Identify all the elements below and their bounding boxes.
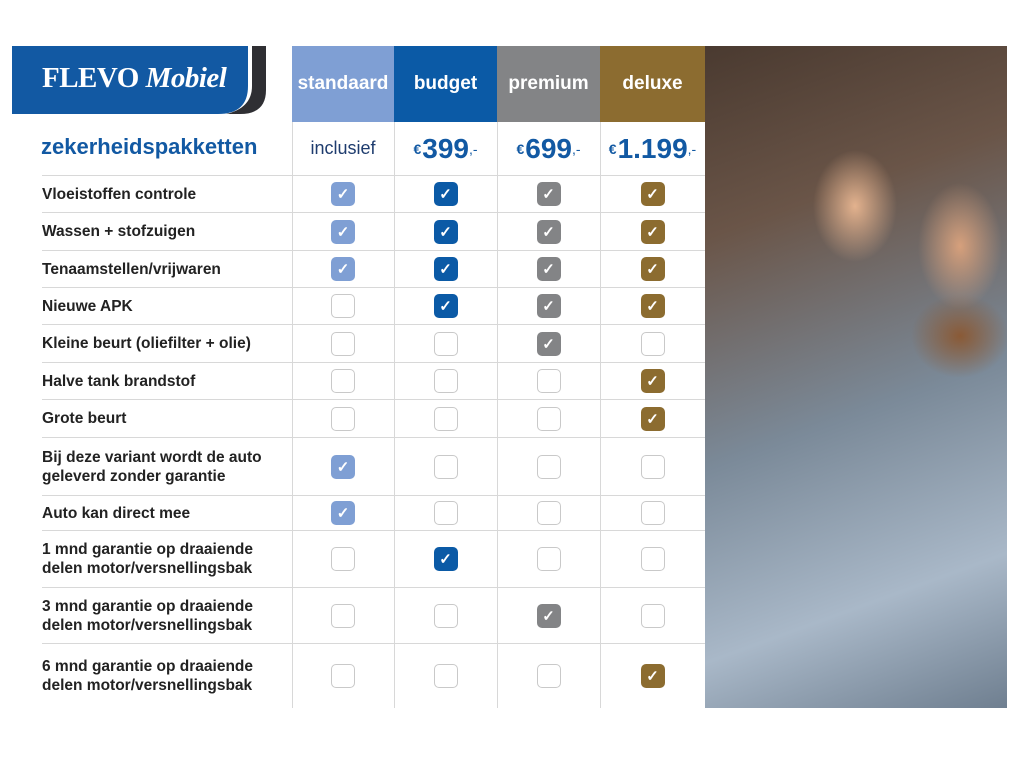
checkbox-checked-icon: ✓ bbox=[640, 369, 665, 393]
feature-label: 3 mnd garantie op draaiende delen motor/… bbox=[42, 597, 254, 634]
checkbox-checked-icon: ✓ bbox=[536, 331, 561, 356]
checkbox-empty-icon bbox=[433, 454, 458, 479]
package-header-deluxe: deluxe bbox=[600, 46, 705, 122]
feature-label: Grote beurt bbox=[42, 410, 127, 427]
page-title: zekerheidspakketten bbox=[41, 134, 258, 159]
feature-row: 6 mnd garantie op draaiende delen motor/… bbox=[42, 643, 705, 707]
price-standaard: inclusief bbox=[310, 138, 376, 158]
checkbox-empty-icon bbox=[536, 454, 561, 479]
feature-row: Nieuwe APK ✓ ✓ ✓ bbox=[42, 287, 705, 324]
checkbox-checked-icon: ✓ bbox=[536, 603, 561, 628]
package-header-standaard: standaard bbox=[292, 46, 394, 122]
feature-row: Grote beurt ✓ bbox=[42, 399, 705, 437]
checkbox-empty-icon bbox=[640, 454, 665, 479]
checkbox-checked-icon: ✓ bbox=[536, 182, 561, 206]
checkbox-checked-icon: ✓ bbox=[640, 663, 665, 688]
price-deluxe: €1.199 ,- bbox=[608, 132, 697, 164]
checkbox-empty-icon bbox=[433, 331, 458, 356]
checkbox-empty-icon bbox=[640, 603, 665, 628]
checkbox-checked-icon: ✓ bbox=[536, 294, 561, 318]
checkbox-empty-icon bbox=[433, 501, 458, 525]
package-header-premium: premium bbox=[497, 46, 600, 122]
checkbox-checked-icon: ✓ bbox=[331, 454, 355, 479]
flevo-mobiel-logo: FLEVO Mobiel bbox=[12, 46, 268, 114]
checkbox-checked-icon: ✓ bbox=[331, 501, 355, 525]
feature-row: 3 mnd garantie op draaiende delen motor/… bbox=[42, 587, 705, 643]
feature-label: Bij deze variant wordt de auto geleverd … bbox=[42, 448, 262, 485]
couple-in-car-photo bbox=[705, 46, 1007, 708]
checkbox-empty-icon bbox=[433, 603, 458, 628]
checkbox-checked-icon: ✓ bbox=[331, 257, 355, 281]
checkbox-checked-icon: ✓ bbox=[331, 219, 355, 244]
checkbox-checked-icon: ✓ bbox=[640, 257, 665, 281]
checkbox-empty-icon bbox=[331, 406, 355, 431]
feature-label: 6 mnd garantie op draaiende delen motor/… bbox=[42, 657, 254, 694]
feature-label: Nieuwe APK bbox=[42, 297, 133, 315]
feature-label: Auto kan direct mee bbox=[42, 504, 191, 522]
feature-row: Vloeistoffen controle ✓ ✓ ✓ ✓ bbox=[42, 175, 705, 212]
feature-row: Halve tank brandstof ✓ bbox=[42, 362, 705, 399]
feature-row: Tenaamstellen/vrijwaren ✓ ✓ ✓ ✓ bbox=[42, 250, 705, 287]
checkbox-empty-icon bbox=[536, 663, 561, 688]
checkbox-checked-icon: ✓ bbox=[433, 182, 458, 206]
checkbox-checked-icon: ✓ bbox=[640, 182, 665, 206]
price-budget: €399 ,- bbox=[413, 132, 478, 164]
price-premium: €699 ,- bbox=[516, 132, 581, 164]
column-divider bbox=[600, 122, 601, 708]
checkbox-checked-icon: ✓ bbox=[536, 219, 561, 244]
checkbox-empty-icon bbox=[536, 501, 561, 525]
checkbox-empty-icon bbox=[331, 331, 355, 356]
column-divider bbox=[497, 122, 498, 708]
checkbox-empty-icon bbox=[536, 369, 561, 393]
checkbox-empty-icon bbox=[640, 331, 665, 356]
checkbox-checked-icon: ✓ bbox=[640, 294, 665, 318]
feature-row: Wassen + stofzuigen ✓ ✓ ✓ ✓ bbox=[42, 212, 705, 250]
feature-row: Kleine beurt (oliefilter + olie) ✓ bbox=[42, 324, 705, 362]
feature-label: Vloeistoffen controle bbox=[42, 185, 197, 203]
column-divider bbox=[292, 122, 293, 708]
checkbox-empty-icon bbox=[640, 547, 665, 571]
checkbox-checked-icon: ✓ bbox=[640, 219, 665, 244]
checkbox-empty-icon bbox=[331, 294, 355, 318]
checkbox-empty-icon bbox=[331, 547, 355, 571]
feature-label: Tenaamstellen/vrijwaren bbox=[42, 260, 221, 278]
checkbox-empty-icon bbox=[536, 547, 561, 571]
package-header-budget: budget bbox=[394, 46, 497, 122]
checkbox-empty-icon bbox=[536, 406, 561, 431]
feature-row: Auto kan direct mee ✓ bbox=[42, 495, 705, 530]
checkbox-empty-icon bbox=[433, 406, 458, 431]
checkbox-empty-icon bbox=[331, 369, 355, 393]
checkbox-checked-icon: ✓ bbox=[536, 257, 561, 281]
feature-row: 1 mnd garantie op draaiende delen motor/… bbox=[42, 530, 705, 587]
feature-row: Bij deze variant wordt de auto geleverd … bbox=[42, 437, 705, 495]
checkbox-empty-icon bbox=[331, 663, 355, 688]
checkbox-checked-icon: ✓ bbox=[640, 406, 665, 431]
checkbox-checked-icon: ✓ bbox=[433, 257, 458, 281]
column-divider bbox=[394, 122, 395, 708]
checkbox-empty-icon bbox=[433, 663, 458, 688]
checkbox-checked-icon: ✓ bbox=[433, 219, 458, 244]
checkbox-checked-icon: ✓ bbox=[433, 294, 458, 318]
checkbox-checked-icon: ✓ bbox=[331, 182, 355, 206]
checkbox-empty-icon bbox=[433, 369, 458, 393]
feature-label: 1 mnd garantie op draaiende delen motor/… bbox=[42, 541, 254, 577]
feature-label: Halve tank brandstof bbox=[42, 372, 196, 390]
checkbox-empty-icon bbox=[640, 501, 665, 525]
feature-label: Wassen + stofzuigen bbox=[42, 223, 196, 240]
checkbox-empty-icon bbox=[331, 603, 355, 628]
feature-label: Kleine beurt (oliefilter + olie) bbox=[42, 335, 251, 352]
checkbox-checked-icon: ✓ bbox=[433, 547, 458, 571]
